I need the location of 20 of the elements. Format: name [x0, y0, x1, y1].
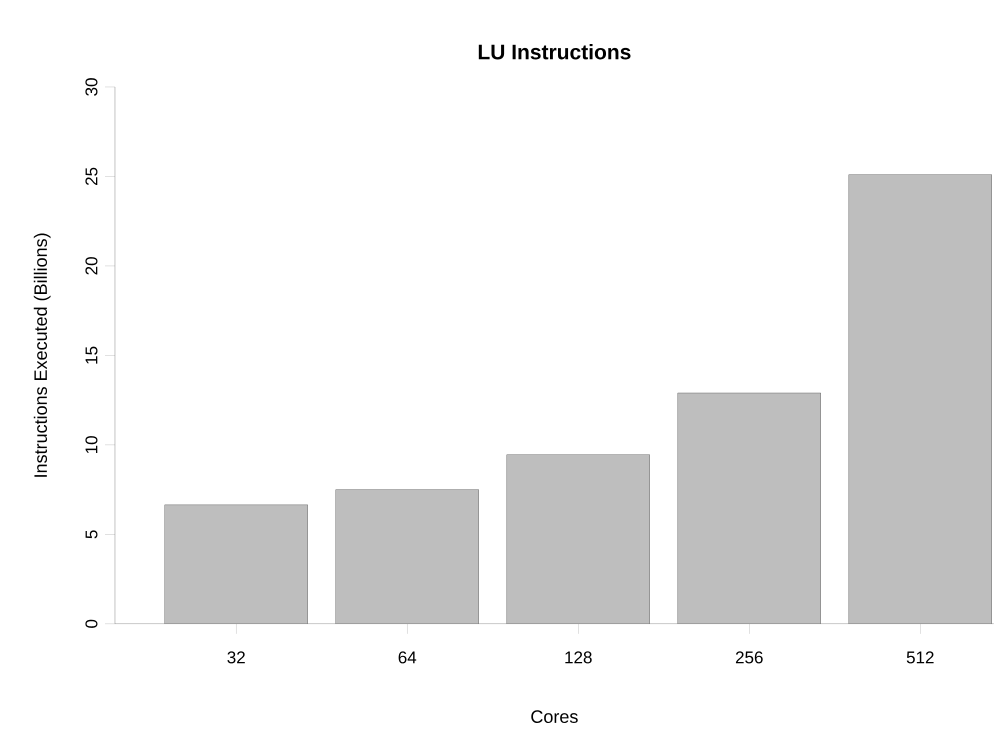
bar	[336, 490, 479, 624]
y-tick-label: 20	[85, 257, 98, 275]
y-axis-title: Instructions Executed (Billions)	[34, 234, 51, 477]
y-tick-label: 30	[85, 78, 98, 96]
bar	[164, 504, 308, 624]
y-tick-label: 0	[85, 620, 98, 628]
x-tick-label: 64	[398, 651, 416, 664]
bar	[678, 392, 821, 624]
y-tick-label: 25	[85, 168, 98, 186]
x-tick-label: 32	[227, 651, 245, 664]
x-axis-title: Cores	[531, 710, 578, 724]
chart-title: LU Instructions	[478, 44, 631, 60]
x-tick-label: 128	[565, 651, 592, 664]
y-tick-label: 15	[86, 346, 98, 364]
y-tick-label: 10	[85, 436, 98, 454]
x-tick-label: 256	[736, 651, 763, 664]
bar	[848, 174, 992, 624]
bar	[506, 454, 650, 624]
y-tick-label: 5	[86, 530, 98, 539]
x-tick-label: 512	[906, 651, 934, 664]
